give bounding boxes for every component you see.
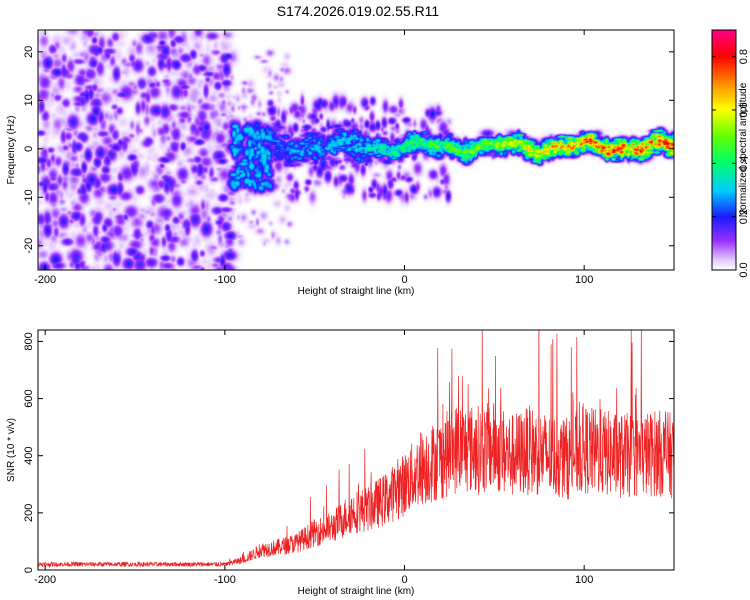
spectrogram-heatmap [38,30,674,270]
spectrogram-y-tick-label: 20 [23,46,35,58]
colorbar-gradient [712,30,736,270]
snr-panel: -200 -100 0 100 0 200 400 600 800 Height of stra… [6,329,675,597]
snr-x-axis-label: Height of straight line (km) [298,586,415,597]
colorbar-tick-label: 0.8 [738,49,750,64]
snr-x-tick-label: -200 [34,574,56,586]
snr-y-tick-label: 200 [23,504,35,522]
colorbar-tick-label: 0.4 [738,156,750,171]
colorbar-ticks: 0.0 0.2 0.4 0.6 0.8 [712,49,750,278]
snr-y-tick-label: 800 [23,332,35,350]
colorbar-tick-label: 0.0 [738,262,750,277]
spectrogram-y-axis-label: Frequency (Hz) [6,116,17,185]
spectrogram-frame [37,29,675,271]
snr-ticks: -200 -100 0 100 0 200 400 600 800 [23,330,674,586]
snr-y-tick-label: 0 [23,567,35,573]
snr-y-tick-label: 600 [23,389,35,407]
spectrogram-x-tick-label: -200 [34,274,56,286]
snr-frame [37,329,675,571]
figure-title: S174.2026.019.02.55.R11 [277,3,440,19]
spectrogram-x-tick-label: -100 [214,274,236,286]
spectrogram-y-tick-label: -10 [23,189,35,205]
snr-y-axis-label: SNR (10 * v/v) [6,418,17,482]
spectrogram-x-tick-label: 0 [401,274,407,286]
snr-x-tick-label: 0 [401,574,407,586]
snr-x-tick-label: 100 [575,574,593,586]
spectrogram-y-tick-label: -20 [23,238,35,254]
spectrogram-x-tick-label: 100 [575,274,593,286]
spectrogram-y-tick-label: 0 [23,146,35,152]
colorbar-tick-label: 0.6 [738,102,750,117]
colorbar-tick-label: 0.2 [738,209,750,224]
spectrogram-y-tick-label: 10 [23,94,35,106]
colorbar: 0.0 0.2 0.4 0.6 0.8 Normalized spectral ampl… [711,29,750,278]
colorbar-label: Normalized spectral amplitude [738,82,749,217]
spectrogram-x-axis-label: Height of straight line (km) [298,286,415,297]
colorbar-frame [711,29,737,271]
snr-series-line [38,330,674,568]
snr-x-tick-label: -100 [214,574,236,586]
snr-y-tick-label: 400 [23,447,35,465]
